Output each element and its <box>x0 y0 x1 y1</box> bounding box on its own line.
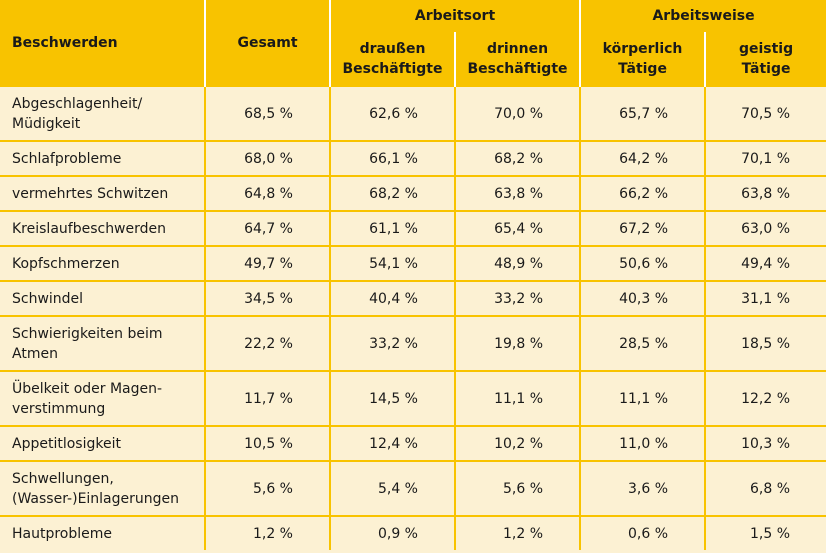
row-label: Schwellungen, (Wasser-)Einlagerungen <box>0 460 205 516</box>
value-cell: 5,4 % <box>329 460 455 516</box>
value-cell: 63,8 % <box>704 175 826 211</box>
value-cell: 1,2 % <box>204 515 330 550</box>
row-label: Abgeschlagenheit/ Müdigkeit <box>0 85 205 141</box>
value-cell: 31,1 % <box>704 280 826 316</box>
value-cell: 34,5 % <box>204 280 330 316</box>
value-cell: 68,2 % <box>329 175 455 211</box>
row-label: Appetitlosigkeit <box>0 425 205 461</box>
value-cell: 11,0 % <box>579 425 706 461</box>
value-cell: 10,3 % <box>704 425 826 461</box>
value-cell: 65,4 % <box>453 210 581 246</box>
value-cell: 68,0 % <box>204 140 330 176</box>
value-cell: 6,8 % <box>704 460 826 516</box>
value-cell: 33,2 % <box>453 280 581 316</box>
value-cell: 19,8 % <box>453 315 581 371</box>
group-header: Arbeitsweise <box>579 0 826 32</box>
row-label: Kopfschmerzen <box>0 245 205 281</box>
value-cell: 61,1 % <box>329 210 455 246</box>
header-cell: drinnen Beschäftigte <box>453 32 581 86</box>
row-label: Schwierigkeiten beim Atmen <box>0 315 205 371</box>
value-cell: 10,5 % <box>204 425 330 461</box>
value-cell: 18,5 % <box>704 315 826 371</box>
value-cell: 40,4 % <box>329 280 455 316</box>
value-cell: 64,7 % <box>204 210 330 246</box>
value-cell: 40,3 % <box>579 280 706 316</box>
row-label: Schlafprobleme <box>0 140 205 176</box>
value-cell: 1,2 % <box>453 515 581 550</box>
value-cell: 0,6 % <box>579 515 706 550</box>
value-cell: 67,2 % <box>579 210 706 246</box>
header-cell: Gesamt <box>204 0 330 86</box>
value-cell: 62,6 % <box>329 85 455 141</box>
value-cell: 64,8 % <box>204 175 330 211</box>
value-cell: 0,9 % <box>329 515 455 550</box>
header-row: draußen Beschäftigte drinnen Beschäftigt… <box>0 32 826 86</box>
row-label: vermehrtes Schwitzen <box>0 175 205 211</box>
table-row: vermehrtes Schwitzen 64,8 % 68,2 % 63,8 % 66… <box>0 175 826 211</box>
value-cell: 68,5 % <box>204 85 330 141</box>
table-row: Schwindel 34,5 % 40,4 % 33,2 % 40,3 % 31,1 % <box>0 280 826 316</box>
header-cell: draußen Beschäftigte <box>329 32 455 86</box>
group-header: Arbeitsort <box>328 0 581 32</box>
row-label: Übelkeit oder Magen- verstimmung <box>0 370 205 426</box>
value-cell: 70,1 % <box>704 140 826 176</box>
table-row: Übelkeit oder Magen- verstimmung 11,7 % 14… <box>0 370 826 426</box>
value-cell: 48,9 % <box>453 245 581 281</box>
value-cell: 54,1 % <box>329 245 455 281</box>
table-row: Appetitlosigkeit 10,5 % 12,4 % 10,2 % 11,0 %… <box>0 425 826 461</box>
value-cell: 70,0 % <box>453 85 581 141</box>
value-cell: 70,5 % <box>704 85 826 141</box>
value-cell: 14,5 % <box>329 370 455 426</box>
table-header: Beschwerden Gesamt Arbeitsort Arbeitswei… <box>0 0 826 86</box>
value-cell: 49,4 % <box>704 245 826 281</box>
header-cell: geistig Tätige <box>704 32 826 86</box>
header-cell: Beschwerden <box>0 0 205 86</box>
value-cell: 22,2 % <box>204 315 330 371</box>
table-row: Schwellungen, (Wasser-)Einlagerungen 5,6 … <box>0 460 826 516</box>
value-cell: 12,2 % <box>704 370 826 426</box>
value-cell: 12,4 % <box>329 425 455 461</box>
value-cell: 68,2 % <box>453 140 581 176</box>
row-label: Kreislaufbeschwerden <box>0 210 205 246</box>
value-cell: 63,8 % <box>453 175 581 211</box>
value-cell: 66,2 % <box>579 175 706 211</box>
row-label: Schwindel <box>0 280 205 316</box>
value-cell: 3,6 % <box>579 460 706 516</box>
value-cell: 65,7 % <box>579 85 706 141</box>
value-cell: 5,6 % <box>204 460 330 516</box>
value-cell: 50,6 % <box>579 245 706 281</box>
header-row: Beschwerden Gesamt Arbeitsort Arbeitswei… <box>0 0 826 86</box>
table-row: Kreislaufbeschwerden 64,7 % 61,1 % 65,4 % 67… <box>0 210 826 246</box>
value-cell: 66,1 % <box>329 140 455 176</box>
value-cell: 5,6 % <box>453 460 581 516</box>
value-cell: 11,1 % <box>453 370 581 426</box>
header-cell: körperlich Tätige <box>579 32 706 86</box>
value-cell: 11,7 % <box>204 370 330 426</box>
table-row: Hautprobleme 1,2 % 0,9 % 1,2 % 0,6 % 1,5 % <box>0 515 826 550</box>
value-cell: 33,2 % <box>329 315 455 371</box>
row-label: Hautprobleme <box>0 515 205 550</box>
value-cell: 49,7 % <box>204 245 330 281</box>
value-cell: 1,5 % <box>704 515 826 550</box>
value-cell: 28,5 % <box>579 315 706 371</box>
table-row: Schlafprobleme 68,0 % 66,1 % 68,2 % 64,2 % 70… <box>0 140 826 176</box>
value-cell: 11,1 % <box>579 370 706 426</box>
value-cell: 63,0 % <box>704 210 826 246</box>
table-row: Abgeschlagenheit/ Müdigkeit 68,5 % 62,6 % 7… <box>0 85 826 141</box>
value-cell: 10,2 % <box>453 425 581 461</box>
table-body: Abgeschlagenheit/ Müdigkeit 68,5 % 62,6 % 7… <box>0 85 826 550</box>
table-row: Schwierigkeiten beim Atmen 22,2 % 33,2 % 19… <box>0 315 826 371</box>
table-row: Kopfschmerzen 49,7 % 54,1 % 48,9 % 50,6 % 49,… <box>0 245 826 281</box>
value-cell: 64,2 % <box>579 140 706 176</box>
